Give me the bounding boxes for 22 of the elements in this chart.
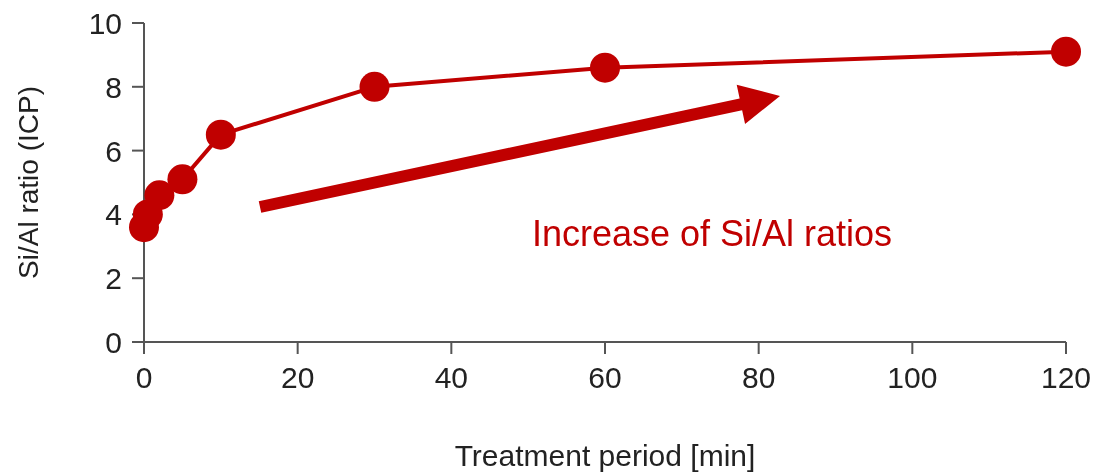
x-tick-label: 20: [280, 361, 315, 394]
y-tick-label: 2: [105, 262, 122, 296]
point: [205, 119, 236, 150]
y-tick-label: 6: [105, 134, 122, 168]
x-tick-label: 40: [434, 361, 469, 394]
x-tick-label: 80: [741, 361, 776, 394]
x-tick-label: 100: [887, 361, 938, 394]
point: [359, 71, 390, 102]
point: [1051, 36, 1081, 67]
y-tick-label: 8: [105, 70, 122, 104]
point: [590, 52, 620, 83]
annotation: Increase of Si/Al ratios: [531, 213, 893, 254]
x-axis-title: Treatment period [min]: [454, 439, 756, 472]
point: [167, 164, 198, 195]
y-axis-title: Si/Al ratio (ICP): [13, 86, 44, 279]
x-tick-label: 60: [588, 361, 622, 394]
y-tick-label: 10: [88, 7, 122, 40]
y-tick-label: 0: [105, 326, 122, 359]
x-tick-label: 120: [1040, 361, 1092, 394]
point: [144, 180, 175, 211]
y-tick-label: 4: [105, 198, 122, 232]
x-tick-label: 0: [135, 361, 153, 394]
